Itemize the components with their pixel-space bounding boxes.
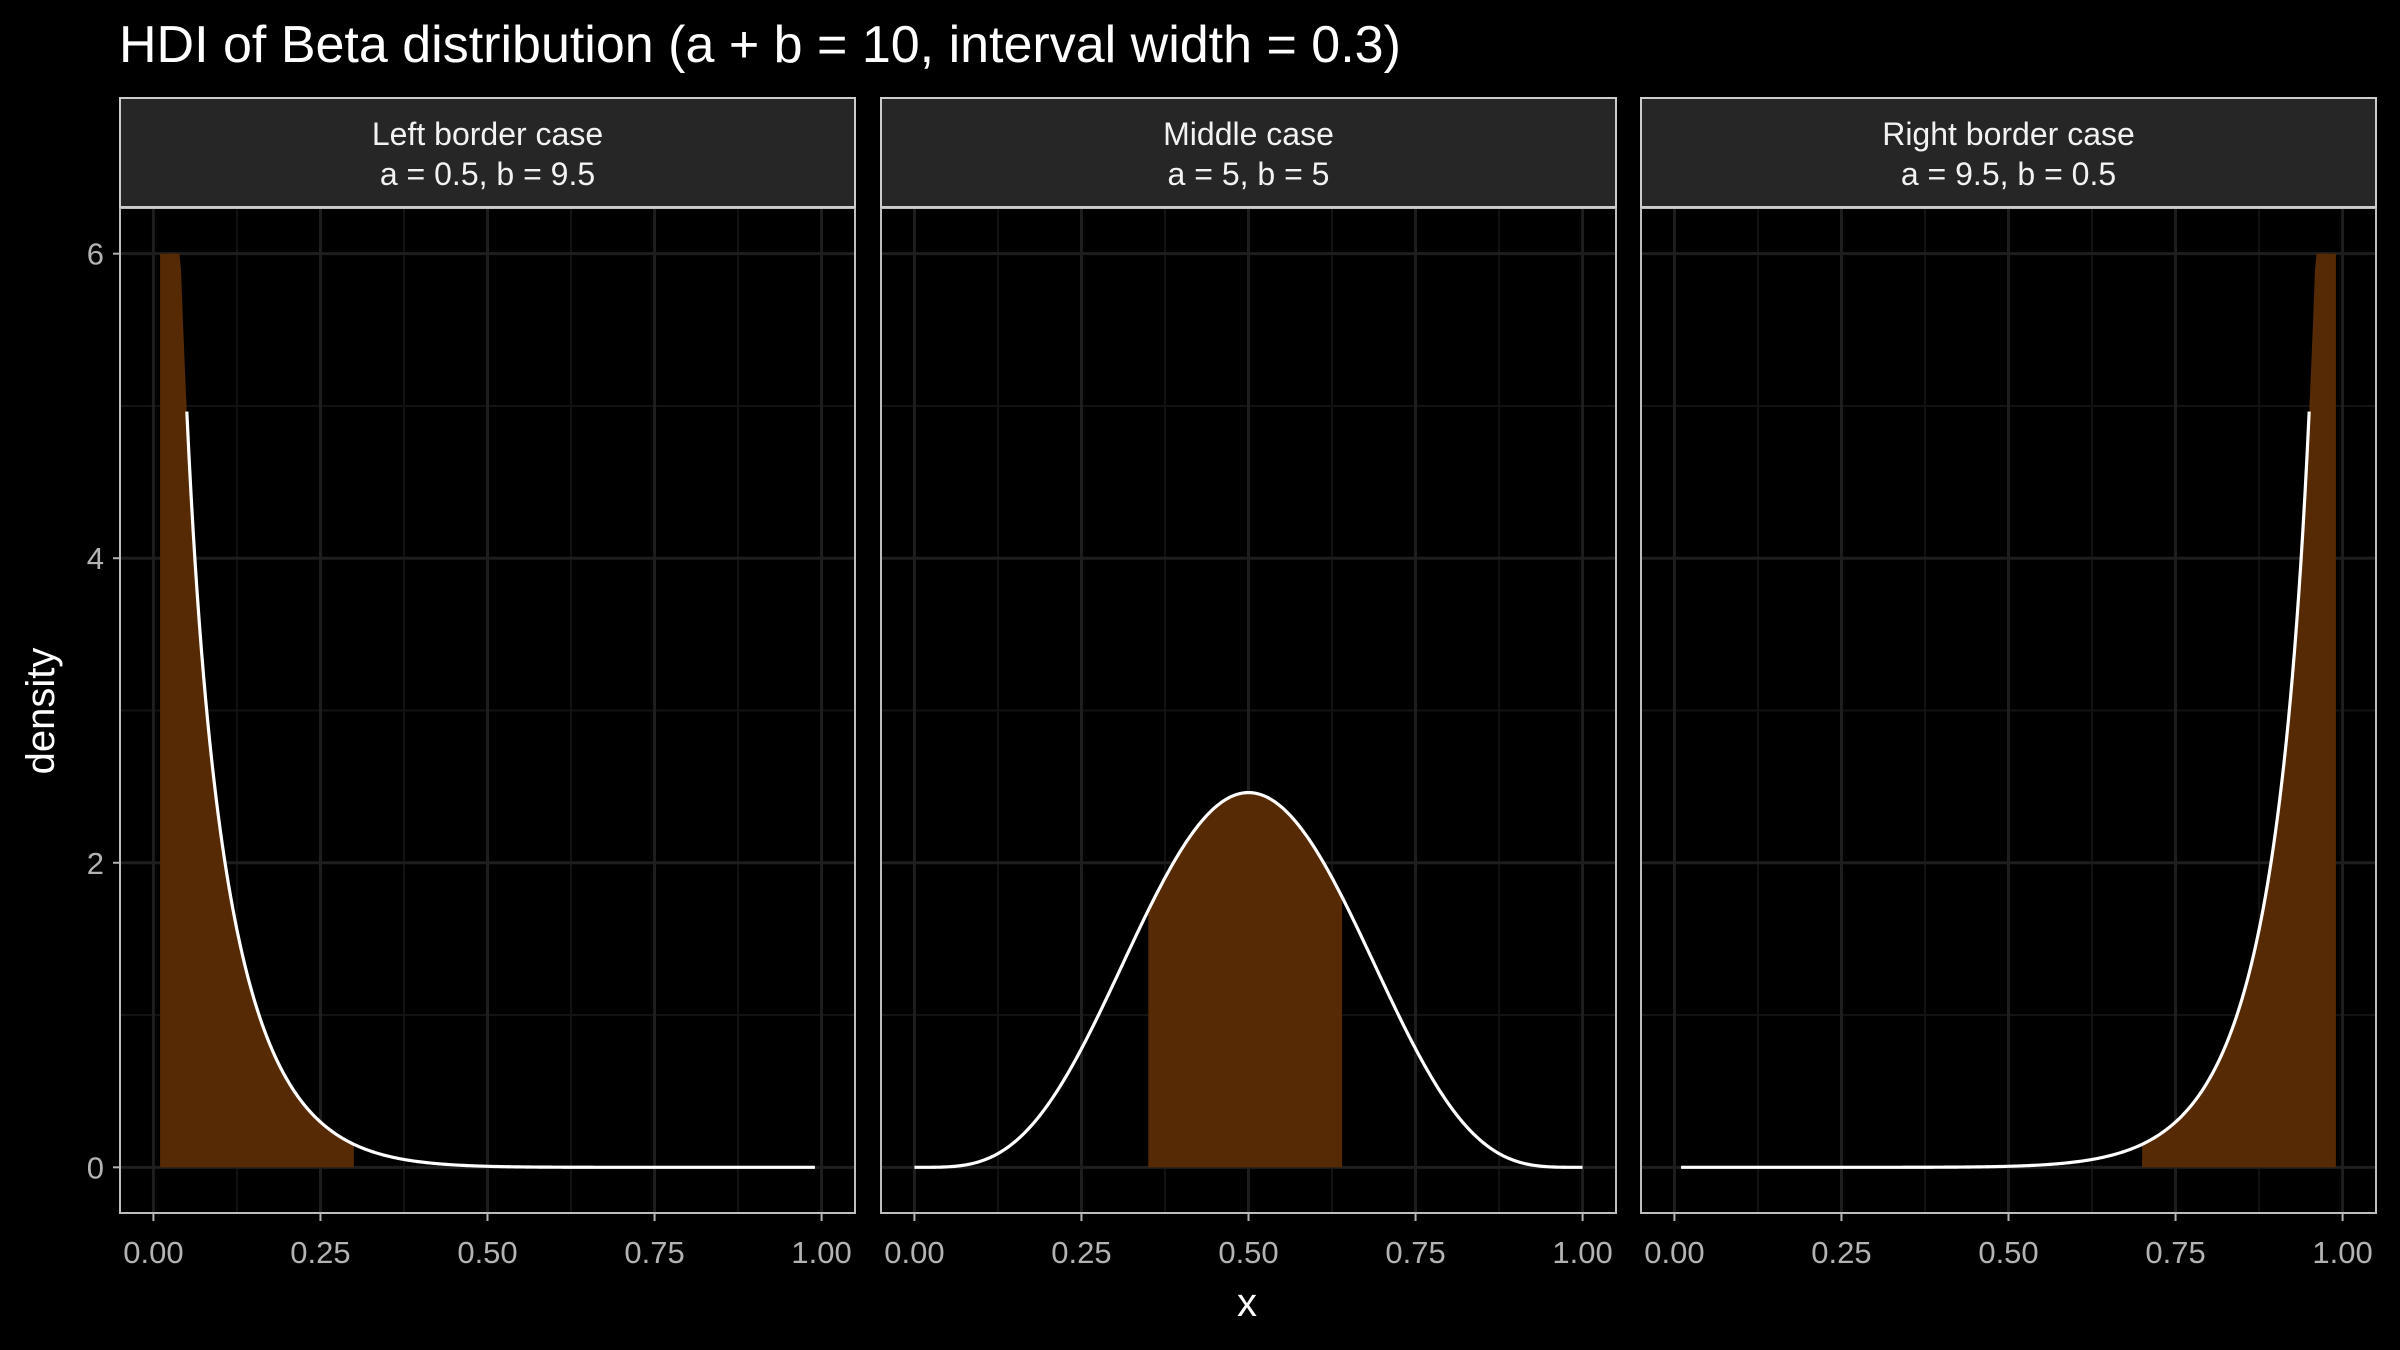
density-curve — [914, 790, 1583, 1169]
y-tick-label: 0 — [87, 1150, 104, 1185]
x-tick-label: 0.75 — [1385, 1235, 1445, 1270]
x-tick-label: 0.25 — [1051, 1235, 1111, 1270]
hdi-area — [1148, 792, 1343, 1168]
x-tick-label: 1.00 — [791, 1235, 851, 1270]
facet-panel-2: Middle case a = 5, b = 5 0.00 0.25 0.50 0.75 1… — [880, 97, 1617, 1270]
chart-title: HDI of Beta distribution (a + b = 10, in… — [119, 16, 1401, 74]
hdi-area — [160, 253, 354, 1168]
panel-grid — [1641, 208, 2376, 1213]
x-tick-label: 0.00 — [123, 1235, 183, 1270]
facet-strip-title: Middle case — [1163, 116, 1334, 152]
density-curve — [1681, 411, 2311, 1169]
x-tick-label: 0.75 — [2145, 1235, 2205, 1270]
facet-strip-params: a = 9.5, b = 0.5 — [1901, 156, 2116, 192]
facet-panel-3: Right border case a = 9.5, b = 0.5 0.00 0.2… — [1640, 97, 2377, 1270]
x-tick-label: 0.75 — [624, 1235, 684, 1270]
facet-strip-title: Right border case — [1882, 116, 2135, 152]
x-tick-label: 1.00 — [1552, 1235, 1612, 1270]
y-tick-label: 2 — [87, 846, 104, 881]
hdi-area — [2142, 253, 2336, 1168]
y-tick-label: 6 — [87, 237, 104, 272]
x-tick-label: 0.25 — [290, 1235, 350, 1270]
x-tick-label: 0.50 — [1978, 1235, 2038, 1270]
facet-strip-params: a = 5, b = 5 — [1168, 156, 1330, 192]
facet-panel-1: Left border case a = 0.5, b = 9.5 0.00 0.25… — [119, 97, 856, 1270]
x-tick-label: 0.50 — [1218, 1235, 1278, 1270]
x-tick-label: 1.00 — [2312, 1235, 2372, 1270]
facet-strip-title: Left border case — [372, 116, 603, 152]
y-axis-title: density — [19, 648, 63, 775]
y-tick-label: 4 — [87, 541, 104, 576]
x-tick-label: 0.00 — [884, 1235, 944, 1270]
x-tick-label: 0.00 — [1644, 1235, 1704, 1270]
facet-strip — [880, 97, 1617, 208]
density-curve — [185, 411, 815, 1169]
x-axis-title: x — [1237, 1281, 1257, 1325]
x-tick-label: 0.50 — [457, 1235, 517, 1270]
facet-panels: Left border case a = 0.5, b = 9.5 0.00 0.25… — [119, 97, 2377, 1270]
facet-strip — [119, 97, 856, 208]
x-tick-label: 0.25 — [1811, 1235, 1871, 1270]
facet-strip — [1640, 97, 2377, 208]
y-axis: 0 2 4 6 — [87, 237, 120, 1185]
facet-strip-params: a = 0.5, b = 9.5 — [380, 156, 595, 192]
